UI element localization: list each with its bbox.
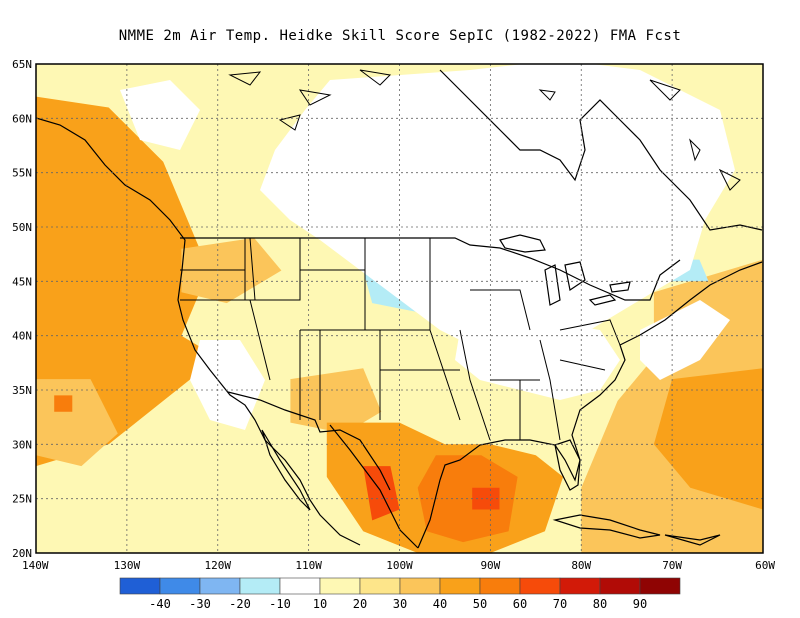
- florida: [554, 439, 581, 491]
- lon-tick-label: 140W: [22, 559, 49, 572]
- lat-tick-label: 55N: [12, 167, 32, 180]
- colorbar-swatch: [279, 577, 321, 595]
- no-skill-region-northeast-ocean: [640, 300, 730, 380]
- lat-tick-label: 35N: [12, 384, 32, 397]
- colorbar-swatch: [399, 577, 441, 595]
- lat-tick-label: 60N: [12, 112, 32, 125]
- colorbar-label: 50: [473, 597, 487, 611]
- map-title: NMME 2m Air Temp. Heidke Skill Score Sep…: [118, 28, 682, 44]
- cuba-and-caribbean: [552, 514, 721, 546]
- pacific-coastline: [36, 117, 361, 546]
- colorbar-label: 10: [313, 597, 327, 611]
- colorbar-swatch: [359, 577, 401, 595]
- colorbar-label: 20: [353, 597, 367, 611]
- colorbar-label: -40: [149, 597, 171, 611]
- colorbar-label: -30: [189, 597, 211, 611]
- lon-tick-label: 120W: [205, 559, 232, 572]
- arctic-islands: [228, 69, 741, 191]
- lat-tick-label: 40N: [12, 330, 32, 343]
- map-frame: [35, 63, 764, 554]
- state-borders: [180, 237, 621, 441]
- region-atlantic-core: [653, 368, 763, 510]
- lon-tick-label: 70W: [662, 559, 682, 572]
- great-lakes: [499, 234, 631, 306]
- lat-tick-label: 45N: [12, 275, 32, 288]
- baja-california: [261, 429, 311, 511]
- plot-area: [35, 63, 764, 554]
- coastlines-and-borders: [36, 69, 763, 549]
- colorbar-swatch: [319, 577, 361, 595]
- colorbar-swatch: [639, 577, 681, 595]
- colorbar-swatch: [239, 577, 281, 595]
- colorbar-label: 60: [513, 597, 527, 611]
- no-skill-region-northwest: [120, 80, 200, 150]
- gulf-coastline: [329, 261, 763, 549]
- colorbar-label: 90: [633, 597, 647, 611]
- lon-tick-label: 90W: [480, 559, 500, 572]
- lon-tick-label: 100W: [386, 559, 413, 572]
- lon-tick-label: 130W: [114, 559, 141, 572]
- longitude-labels: 140W 130W 120W 110W 100W 90W 80W 70W 60W: [22, 559, 775, 572]
- colorbar-label: -10: [269, 597, 291, 611]
- no-skill-region-canada: [260, 64, 735, 370]
- lat-tick-label: 20N: [12, 547, 32, 560]
- us-canada-border: [180, 237, 681, 301]
- colorbar-swatch: [519, 577, 561, 595]
- colorbar-label: -20: [229, 597, 251, 611]
- region-pacific-hot-spot: [54, 395, 73, 412]
- colorbar-swatch: [559, 577, 601, 595]
- region-gulf-hot: [472, 487, 500, 510]
- colorbar-label: 70: [553, 597, 567, 611]
- lat-tick-label: 30N: [12, 438, 32, 451]
- colorbar-label: 80: [593, 597, 607, 611]
- lon-tick-label: 110W: [295, 559, 322, 572]
- region-southwest-warm: [290, 368, 382, 434]
- us-mexico-border: [227, 391, 391, 491]
- graticule: [36, 64, 763, 553]
- lat-tick-label: 50N: [12, 221, 32, 234]
- lon-tick-label: 80W: [571, 559, 591, 572]
- colorbar-swatch: [119, 577, 161, 595]
- colorbar-swatch: [159, 577, 201, 595]
- hudson-bay-coastline: [439, 69, 763, 231]
- colorbar-swatch: [599, 577, 641, 595]
- colorbar: -40 -30 -20 -10 10 20 30 40 50 60 70 80 90: [119, 577, 681, 611]
- lon-tick-label: 60W: [755, 559, 775, 572]
- lat-tick-label: 25N: [12, 493, 32, 506]
- colorbar-swatch: [479, 577, 521, 595]
- colorbar-label: 40: [433, 597, 447, 611]
- colorbar-swatch: [199, 577, 241, 595]
- latitude-labels: 20N 25N 30N 35N 40N 45N 50N 55N 60N 65N: [12, 58, 32, 560]
- lat-tick-label: 65N: [12, 58, 32, 71]
- colorbar-swatch: [439, 577, 481, 595]
- colorbar-label: 30: [393, 597, 407, 611]
